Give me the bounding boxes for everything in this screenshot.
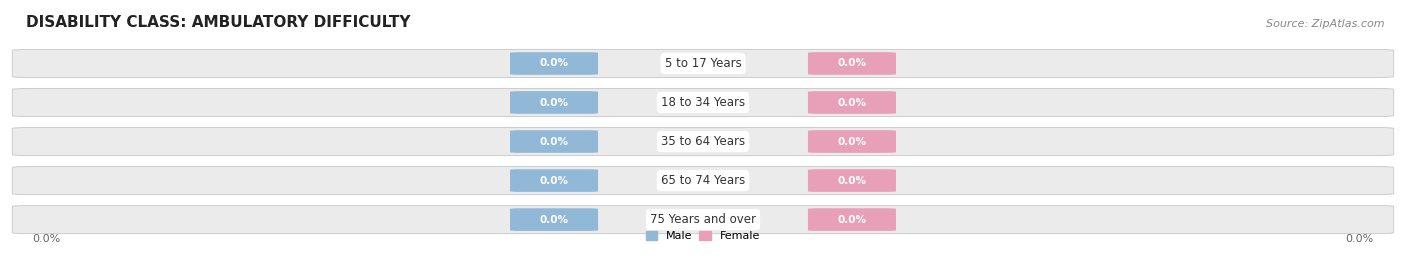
Text: DISABILITY CLASS: AMBULATORY DIFFICULTY: DISABILITY CLASS: AMBULATORY DIFFICULTY xyxy=(25,15,411,30)
Text: 0.0%: 0.0% xyxy=(540,136,568,147)
Text: 75 Years and over: 75 Years and over xyxy=(650,213,756,226)
FancyBboxPatch shape xyxy=(808,208,896,231)
Text: 65 to 74 Years: 65 to 74 Years xyxy=(661,174,745,187)
FancyBboxPatch shape xyxy=(510,52,598,75)
Text: 0.0%: 0.0% xyxy=(838,176,866,185)
Text: Source: ZipAtlas.com: Source: ZipAtlas.com xyxy=(1267,19,1385,29)
Text: 0.0%: 0.0% xyxy=(838,98,866,107)
FancyBboxPatch shape xyxy=(13,128,1393,156)
Text: 0.0%: 0.0% xyxy=(540,98,568,107)
Text: 0.0%: 0.0% xyxy=(540,215,568,225)
Text: 0.0%: 0.0% xyxy=(838,215,866,225)
FancyBboxPatch shape xyxy=(808,52,896,75)
FancyBboxPatch shape xyxy=(808,91,896,114)
Text: 0.0%: 0.0% xyxy=(1346,234,1374,244)
FancyBboxPatch shape xyxy=(808,130,896,153)
FancyBboxPatch shape xyxy=(808,169,896,192)
FancyBboxPatch shape xyxy=(13,206,1393,234)
Text: 0.0%: 0.0% xyxy=(32,234,60,244)
Text: 0.0%: 0.0% xyxy=(540,176,568,185)
FancyBboxPatch shape xyxy=(13,166,1393,195)
FancyBboxPatch shape xyxy=(13,88,1393,117)
Legend: Male, Female: Male, Female xyxy=(647,231,759,241)
FancyBboxPatch shape xyxy=(510,169,598,192)
Text: 0.0%: 0.0% xyxy=(540,58,568,69)
FancyBboxPatch shape xyxy=(510,208,598,231)
FancyBboxPatch shape xyxy=(13,49,1393,77)
Text: 5 to 17 Years: 5 to 17 Years xyxy=(665,57,741,70)
FancyBboxPatch shape xyxy=(510,130,598,153)
Text: 0.0%: 0.0% xyxy=(838,58,866,69)
Text: 35 to 64 Years: 35 to 64 Years xyxy=(661,135,745,148)
FancyBboxPatch shape xyxy=(510,91,598,114)
Text: 18 to 34 Years: 18 to 34 Years xyxy=(661,96,745,109)
Text: 0.0%: 0.0% xyxy=(838,136,866,147)
